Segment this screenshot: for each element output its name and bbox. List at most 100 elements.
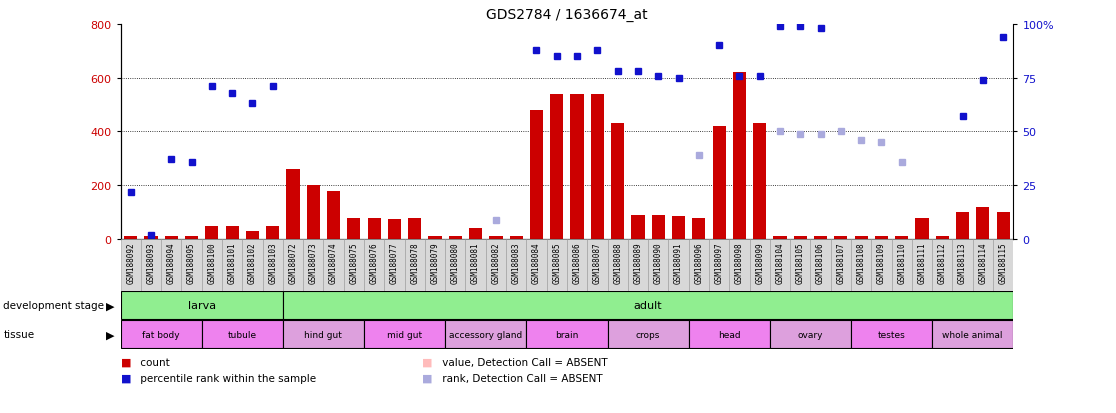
- Text: count: count: [137, 357, 170, 367]
- Text: GSM188073: GSM188073: [309, 242, 318, 284]
- Text: GSM188092: GSM188092: [126, 242, 135, 284]
- Text: head: head: [718, 330, 741, 339]
- Bar: [141, 240, 161, 291]
- Text: GSM188085: GSM188085: [552, 242, 561, 284]
- Text: GSM188075: GSM188075: [349, 242, 358, 284]
- Bar: [121, 320, 202, 349]
- Text: GSM188099: GSM188099: [756, 242, 764, 284]
- Text: GSM188084: GSM188084: [532, 242, 541, 284]
- Bar: [429, 236, 442, 240]
- Bar: [242, 240, 262, 291]
- Bar: [202, 320, 282, 349]
- Text: ▶: ▶: [106, 330, 115, 339]
- Bar: [709, 240, 729, 291]
- Text: GSM188096: GSM188096: [694, 242, 703, 284]
- Text: GSM188100: GSM188100: [208, 242, 217, 284]
- Bar: [895, 237, 908, 240]
- Bar: [973, 240, 993, 291]
- Text: testes: testes: [877, 330, 905, 339]
- Bar: [590, 95, 604, 240]
- Bar: [770, 320, 852, 349]
- Text: percentile rank within the sample: percentile rank within the sample: [137, 373, 317, 383]
- Text: GSM188081: GSM188081: [471, 242, 480, 284]
- Bar: [612, 124, 624, 240]
- Bar: [932, 240, 952, 291]
- Bar: [527, 320, 607, 349]
- Text: GSM188086: GSM188086: [573, 242, 581, 284]
- Text: GSM188077: GSM188077: [389, 242, 398, 284]
- Bar: [956, 213, 969, 240]
- Bar: [225, 226, 239, 240]
- Text: GSM188076: GSM188076: [369, 242, 378, 284]
- Title: GDS2784 / 1636674_at: GDS2784 / 1636674_at: [487, 8, 647, 22]
- Text: mid gut: mid gut: [387, 330, 422, 339]
- Bar: [347, 218, 360, 240]
- Bar: [202, 240, 222, 291]
- Text: GSM188090: GSM188090: [654, 242, 663, 284]
- Text: rank, Detection Call = ABSENT: rank, Detection Call = ABSENT: [439, 373, 603, 383]
- Text: accessory gland: accessory gland: [449, 330, 522, 339]
- Bar: [997, 213, 1010, 240]
- Text: GSM188106: GSM188106: [816, 242, 825, 284]
- Bar: [205, 226, 219, 240]
- Bar: [527, 240, 547, 291]
- Bar: [570, 95, 584, 240]
- Bar: [587, 240, 607, 291]
- Bar: [875, 237, 888, 240]
- Bar: [327, 191, 340, 240]
- Bar: [307, 186, 320, 240]
- Bar: [324, 240, 344, 291]
- Bar: [892, 240, 912, 291]
- Text: GSM188114: GSM188114: [979, 242, 988, 284]
- Text: GSM188088: GSM188088: [613, 242, 622, 284]
- Bar: [408, 218, 422, 240]
- Bar: [632, 216, 645, 240]
- Bar: [425, 240, 445, 291]
- Text: ■: ■: [422, 357, 432, 367]
- Text: GSM188091: GSM188091: [674, 242, 683, 284]
- Text: GSM188074: GSM188074: [329, 242, 338, 284]
- Bar: [993, 240, 1013, 291]
- Text: GSM188107: GSM188107: [836, 242, 845, 284]
- Bar: [506, 240, 527, 291]
- Bar: [872, 240, 892, 291]
- Bar: [852, 240, 872, 291]
- Bar: [628, 240, 648, 291]
- Text: GSM188094: GSM188094: [166, 242, 175, 284]
- Text: fat body: fat body: [143, 330, 180, 339]
- Bar: [266, 226, 279, 240]
- Text: ■: ■: [422, 373, 432, 383]
- Text: GSM188112: GSM188112: [937, 242, 946, 284]
- Bar: [935, 236, 949, 240]
- Text: crops: crops: [636, 330, 661, 339]
- Bar: [976, 207, 990, 240]
- Bar: [810, 240, 830, 291]
- Bar: [445, 320, 527, 349]
- Text: GSM188110: GSM188110: [897, 242, 906, 284]
- Text: GSM188083: GSM188083: [512, 242, 521, 284]
- Text: brain: brain: [556, 330, 578, 339]
- Bar: [304, 240, 324, 291]
- Bar: [814, 237, 827, 240]
- Text: GSM188080: GSM188080: [451, 242, 460, 284]
- Text: GSM188078: GSM188078: [411, 242, 420, 284]
- Bar: [388, 219, 401, 240]
- Bar: [489, 237, 502, 240]
- Bar: [712, 127, 725, 240]
- Bar: [262, 240, 282, 291]
- Bar: [689, 320, 770, 349]
- Bar: [405, 240, 425, 291]
- Bar: [364, 240, 384, 291]
- Text: adult: adult: [634, 301, 663, 311]
- Bar: [469, 229, 482, 240]
- Text: GSM188115: GSM188115: [999, 242, 1008, 284]
- Text: GSM188097: GSM188097: [714, 242, 723, 284]
- Text: tubule: tubule: [228, 330, 257, 339]
- Bar: [165, 237, 177, 240]
- Text: GSM188111: GSM188111: [917, 242, 926, 284]
- Bar: [282, 292, 1013, 320]
- Bar: [733, 73, 745, 240]
- Bar: [222, 240, 242, 291]
- Bar: [282, 240, 304, 291]
- Text: GSM188102: GSM188102: [248, 242, 257, 284]
